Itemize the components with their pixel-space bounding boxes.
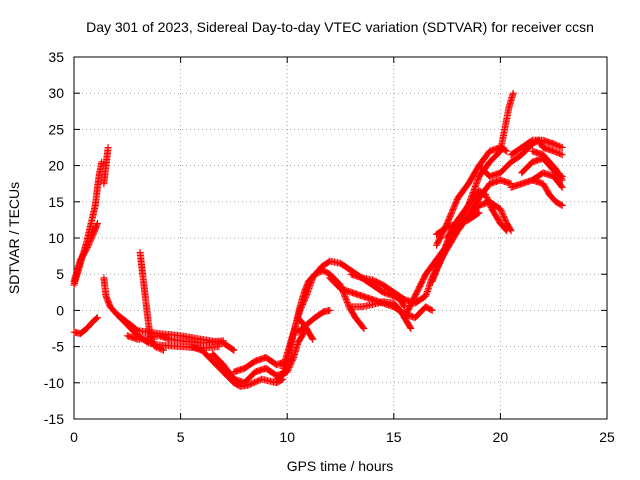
x-tick-label: 0 (70, 429, 78, 445)
y-tick-label: 25 (48, 121, 64, 137)
y-tick-label: 10 (48, 230, 64, 246)
y-tick-label: -5 (52, 339, 65, 355)
data-point (432, 209, 483, 238)
y-tick-label: 0 (56, 302, 64, 318)
data-point (507, 136, 566, 159)
y-tick-label: 5 (56, 266, 64, 282)
series-c (100, 144, 112, 188)
data-point (70, 220, 101, 285)
series-y (507, 136, 566, 159)
y-tick-label: 15 (48, 194, 64, 210)
axis-ticks: -15 -10 -5 0 5 10 15 20 25 30 35 0 5 10 15 20 25 (44, 49, 615, 445)
x-axis-label: GPS time / hours (287, 458, 394, 474)
series-o (294, 314, 317, 343)
y-tick-label: -10 (44, 375, 64, 391)
series-h (113, 310, 238, 354)
data-point (187, 343, 287, 390)
y-tick-label: 35 (48, 49, 64, 65)
data-point (528, 169, 566, 191)
x-tick-label: 25 (599, 429, 615, 445)
data-points (70, 89, 566, 390)
data-point (113, 310, 238, 354)
series-i (187, 343, 287, 390)
y-tick-label: 20 (48, 158, 64, 174)
series-ab (528, 147, 566, 184)
chart-title: Day 301 of 2023, Sidereal Day-to-day VTE… (86, 19, 594, 35)
data-point (347, 198, 515, 307)
series-r (347, 198, 515, 307)
data-point (70, 314, 101, 338)
data-point (294, 314, 317, 343)
x-tick-label: 15 (386, 429, 402, 445)
series-d (70, 314, 101, 338)
series-m (279, 257, 408, 372)
series-b (70, 220, 101, 285)
x-tick-label: 10 (279, 429, 295, 445)
y-tick-label: -15 (44, 411, 64, 427)
series-ac (528, 169, 566, 191)
series-w (432, 209, 483, 238)
data-point (100, 144, 112, 188)
plot-frame (73, 56, 608, 420)
y-tick-label: 30 (48, 85, 64, 101)
x-tick-label: 20 (493, 429, 509, 445)
x-tick-label: 5 (177, 429, 185, 445)
y-axis-label: SDTVAR / TECUs (6, 182, 22, 294)
data-point (279, 257, 408, 372)
data-point (528, 147, 566, 184)
grid (74, 57, 607, 419)
